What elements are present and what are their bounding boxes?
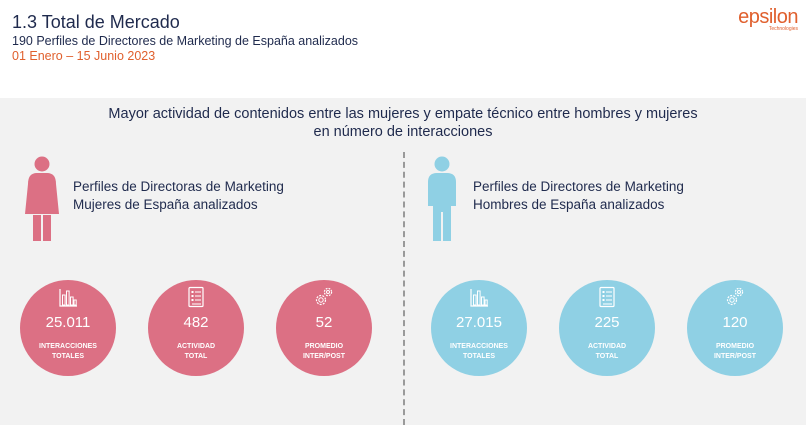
epsilon-logo: epsilon Technologies [738,6,798,32]
page-title: 1.3 Total de Mercado [12,12,180,32]
women-promedio-stat: 52 PROMEDIO INTER/POST [276,280,372,376]
headline: Mayor actividad de contenidos entre las … [108,106,698,140]
male-person-icon [428,156,456,241]
page-subtitle: 190 Perfiles de Directores de Marketing … [12,34,359,48]
stat-value: 25.011 [45,314,91,331]
stat-value: 225 [594,314,620,331]
men-interacciones-stat: 27.015 INTERACCIONES TOTALES [431,280,527,376]
women-label-line1: Perfiles de Directoras de Marketing [73,179,284,194]
men-promedio-stat: 120 PROMEDIO INTER/POST [687,280,783,376]
stat-label: INTERACCIONES TOTALES [28,342,108,362]
checklist-icon [597,286,617,308]
stat-label-line2: TOTALES [462,353,496,360]
female-person-icon [25,156,59,241]
stat-label-line1: ACTIVIDAD [176,343,216,350]
header: 1.3 Total de Mercado 190 Perfiles de Dir… [0,0,806,98]
stat-label-line1: ACTIVIDAD [587,343,627,350]
date-range: 01 Enero – 15 Junio 2023 [12,49,156,63]
content-panel: Mayor actividad de contenidos entre las … [0,98,806,425]
stat-label-line1: PROMEDIO [715,343,755,350]
men-label-line2: Hombres de España analizados [473,197,665,212]
stat-label-line1: INTERACCIONES [450,343,508,350]
stat-value: 52 [315,314,333,331]
stat-label-line2: TOTALES [51,353,85,360]
stat-value: 120 [722,314,748,331]
stat-label-line2: INTER/POST [713,353,756,360]
stat-label: ACTIVIDAD TOTAL [567,342,647,362]
men-group-label: Perfiles de Directores de Marketing Homb… [473,178,684,214]
women-interacciones-stat: 25.011 INTERACCIONES TOTALES [20,280,116,376]
women-actividad-stat: 482 ACTIVIDAD TOTAL [148,280,244,376]
checklist-icon [186,286,206,308]
stat-label-line2: TOTAL [184,353,208,360]
stat-value: 482 [183,314,209,331]
stat-label-line2: TOTAL [595,353,619,360]
stat-label-line1: INTERACCIONES [39,343,97,350]
stat-value: 27.015 [456,314,502,331]
logo-name: epsilon [738,6,798,28]
men-label-line1: Perfiles de Directores de Marketing [473,179,684,194]
stat-label: PROMEDIO INTER/POST [284,342,364,362]
gears-icon [314,286,334,308]
stat-label: ACTIVIDAD TOTAL [156,342,236,362]
women-label-line2: Mujeres de España analizados [73,197,258,212]
men-actividad-stat: 225 ACTIVIDAD TOTAL [559,280,655,376]
gears-icon [725,286,745,308]
logo-tagline: Technologies [768,26,798,32]
dashed-divider [403,152,405,425]
bar-chart-icon [58,286,78,308]
stat-label: INTERACCIONES TOTALES [439,342,519,362]
bar-chart-icon [469,286,489,308]
stat-label-line2: INTER/POST [302,353,345,360]
women-group-label: Perfiles de Directoras de Marketing Muje… [73,178,284,214]
stat-label: PROMEDIO INTER/POST [695,342,775,362]
stat-label-line1: PROMEDIO [304,343,344,350]
